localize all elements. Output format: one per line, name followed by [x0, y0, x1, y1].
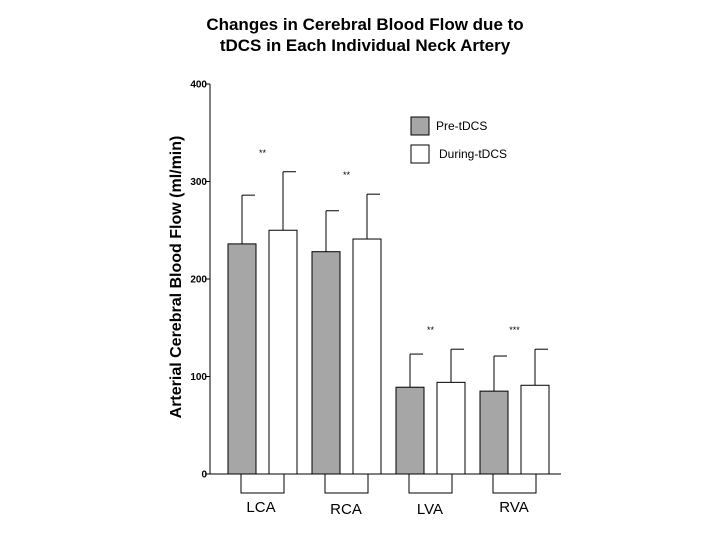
- significance-marker: **: [259, 148, 267, 158]
- legend: Pre-tDCS During-tDCS: [410, 116, 507, 164]
- y-tick-label: 400: [190, 80, 207, 91]
- significance-marker: **: [427, 325, 435, 335]
- category-label-rva: RVA: [499, 499, 528, 516]
- y-ticks: 0 100 200 300 400: [190, 80, 210, 481]
- bar-rva-pre-tdcs: [479, 390, 509, 475]
- y-tick-label: 300: [190, 177, 207, 188]
- bar-lca-during-tdcs: [268, 229, 298, 475]
- category-label-lca: LCA: [246, 499, 275, 516]
- bar-rca-during-tdcs: [352, 238, 382, 475]
- chart-title: Changes in Cerebral Blood Flow due to tD…: [150, 14, 580, 56]
- legend-swatch-pre-tdcs: [410, 116, 430, 136]
- y-axis-label: Arterial Cerebral Blood Flow (ml/min): [168, 136, 185, 419]
- y-tick-label: 0: [201, 470, 207, 481]
- category-label-lva: LVA: [417, 501, 443, 518]
- bar-lca-pre-tdcs: [227, 243, 257, 475]
- category-bracket: [408, 473, 453, 494]
- bar-lva-pre-tdcs: [395, 386, 425, 475]
- legend-label-during-tdcs: During-tDCS: [439, 147, 507, 161]
- category-label-rca: RCA: [330, 501, 362, 518]
- chart-title-line-2: tDCS in Each Individual Neck Artery: [219, 36, 511, 55]
- y-tick-label: 200: [190, 275, 207, 286]
- category-bracket: [240, 473, 285, 494]
- category-bracket: [492, 473, 537, 494]
- legend-swatch-during-tdcs: [410, 144, 430, 164]
- bar-rca-pre-tdcs: [311, 251, 341, 475]
- chart-title-line-1: Changes in Cerebral Blood Flow due to: [206, 15, 524, 34]
- y-tick-label: 100: [190, 372, 207, 383]
- bar-rva-during-tdcs: [520, 384, 550, 475]
- legend-label-pre-tdcs: Pre-tDCS: [436, 119, 487, 133]
- significance-marker: ***: [509, 325, 520, 335]
- bars-group: ****** ***: [227, 148, 550, 475]
- significance-marker: **: [343, 170, 351, 180]
- category-bracket: [324, 473, 369, 494]
- bar-lva-during-tdcs: [436, 381, 466, 475]
- category-labels: LCA RCA LVA RVA: [240, 473, 537, 518]
